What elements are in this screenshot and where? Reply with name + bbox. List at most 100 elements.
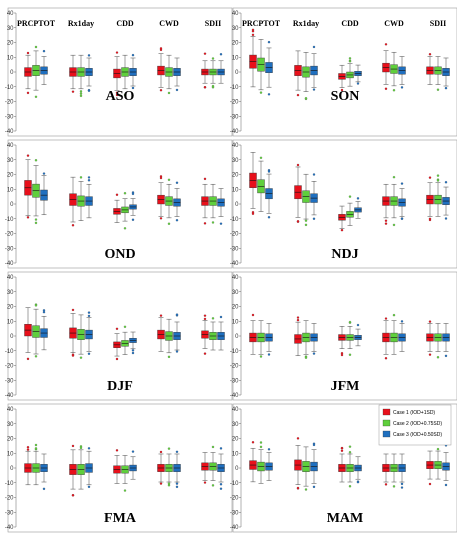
y-tick-label: 40 (232, 275, 239, 281)
y-tick-label: -40 (230, 129, 239, 135)
outlier-point (123, 93, 127, 97)
y-tick-label: -10 (5, 217, 14, 223)
legend-swatch (382, 430, 391, 438)
y-tick-label: -40 (5, 129, 14, 135)
index-label-rx1day: Rx1day (293, 19, 319, 28)
outlier-point (175, 482, 179, 485)
y-tick-label: -40 (230, 393, 239, 399)
outlier-point (26, 448, 30, 451)
y-tick-label: -20 (230, 364, 239, 370)
outlier-point (428, 353, 432, 356)
outlier-point (312, 352, 316, 355)
y-tick-label: 20 (7, 305, 14, 311)
outlier-point (71, 444, 75, 448)
outlier-point (26, 357, 30, 361)
outlier-point (167, 484, 171, 487)
y-tick-label: -30 (230, 510, 239, 516)
outlier-point (312, 217, 316, 220)
outlier-point (175, 485, 179, 489)
outlier-point (304, 223, 308, 227)
outlier-point (211, 57, 215, 60)
legend-swatch (382, 419, 391, 427)
y-tick-label: -10 (230, 217, 239, 223)
y-tick-label: -10 (230, 481, 239, 487)
outlier-point (267, 170, 271, 173)
outlier-point (392, 485, 396, 488)
outlier-point (71, 90, 75, 93)
outlier-point (259, 355, 263, 358)
outlier-point (167, 222, 171, 225)
outlier-point (87, 311, 91, 314)
outlier-point (436, 88, 440, 91)
season-label-jfm: JFM (331, 379, 360, 394)
outlier-point (26, 445, 30, 449)
outlier-point (26, 154, 30, 157)
outlier-point (87, 179, 91, 182)
y-tick-label: 30 (232, 26, 239, 32)
y-tick-label: 20 (232, 173, 239, 179)
y-tick-label: 30 (232, 422, 239, 428)
outlier-point (304, 356, 308, 359)
y-tick-label: -30 (230, 246, 239, 252)
outlier-point (87, 54, 91, 57)
outlier-point (34, 218, 38, 221)
outlier-point (167, 355, 171, 359)
outlier-point (348, 485, 352, 488)
outlier-point (219, 315, 223, 319)
outlier-point (42, 487, 46, 491)
outlier-point (26, 91, 30, 95)
y-tick-label: 10 (7, 451, 14, 457)
outlier-point (348, 445, 352, 448)
outlier-point (167, 447, 171, 450)
outlier-point (444, 354, 448, 358)
outlier-point (444, 483, 448, 487)
outlier-point (251, 29, 255, 33)
y-tick-label: -40 (230, 525, 239, 531)
outlier-point (219, 53, 223, 56)
outlier-point (115, 327, 119, 331)
outlier-point (304, 97, 308, 100)
outlier-point (34, 304, 38, 307)
outlier-point (356, 480, 360, 484)
y-tick-label: -30 (230, 114, 239, 120)
outlier-point (296, 163, 300, 167)
outlier-point (259, 441, 263, 444)
outlier-point (392, 223, 396, 227)
y-tick-label: -30 (5, 114, 14, 120)
outlier-point (400, 217, 404, 221)
outlier-point (296, 318, 300, 322)
outlier-point (219, 447, 223, 450)
legend-entry-label: Case 3 (IOD+0.50SD) (393, 432, 442, 438)
outlier-point (34, 443, 38, 447)
y-tick-label: -40 (5, 261, 14, 267)
outlier-point (87, 314, 91, 318)
outlier-point (348, 353, 352, 356)
outlier-point (259, 445, 263, 449)
outlier-point (384, 87, 388, 90)
outlier-point (211, 221, 215, 224)
outlier-point (71, 224, 75, 227)
outlier-point (203, 352, 207, 355)
outlier-point (219, 487, 223, 490)
outlier-point (203, 314, 207, 317)
y-tick-label: -30 (5, 378, 14, 384)
y-tick-label: 40 (7, 407, 14, 413)
outlier-point (131, 351, 135, 355)
outlier-point (312, 485, 316, 489)
panel-frame-ndj (232, 139, 457, 269)
outlier-point (159, 482, 163, 485)
y-tick-label: -10 (230, 349, 239, 355)
outlier-point (340, 228, 344, 232)
panel-frame-ond (7, 139, 233, 269)
outlier-point (26, 216, 30, 219)
outlier-point (203, 177, 207, 181)
outlier-point (115, 51, 119, 54)
y-tick-label: -40 (5, 525, 14, 531)
outlier-point (167, 178, 171, 181)
outlier-point (384, 357, 388, 360)
panel-frame-aso (7, 7, 233, 137)
y-tick-label: 10 (7, 187, 14, 193)
outlier-point (131, 349, 135, 352)
outlier-point (312, 88, 316, 91)
outlier-point (304, 488, 308, 491)
